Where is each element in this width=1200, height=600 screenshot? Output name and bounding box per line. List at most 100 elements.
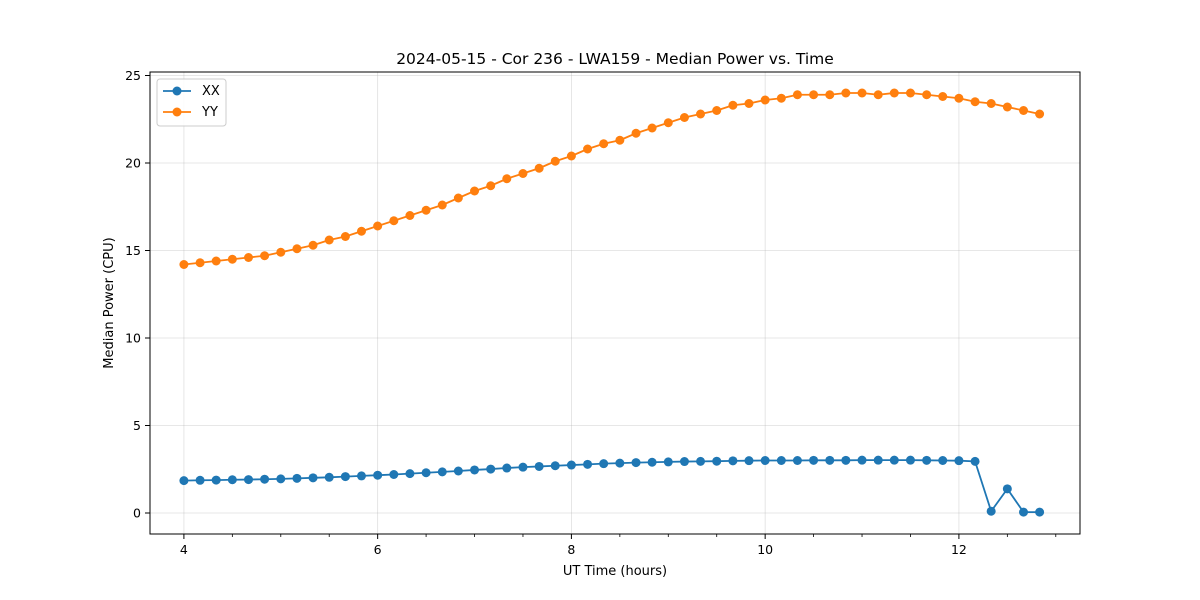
plot-frame [149, 71, 1081, 535]
data-point-yy [905, 88, 915, 98]
data-point-xx [356, 471, 366, 481]
y-tick-label: 5 [133, 418, 141, 433]
data-point-xx [502, 463, 512, 473]
data-point-xx [938, 456, 948, 465]
data-point-yy [389, 216, 399, 226]
data-point-xx [922, 455, 932, 465]
grid-lines [150, 72, 1080, 534]
legend-marker-xx [172, 86, 182, 96]
data-point-yy [260, 251, 270, 261]
data-point-yy [792, 90, 802, 100]
data-point-yy [211, 256, 221, 266]
y-tick-label: 10 [125, 331, 141, 346]
data-point-xx [792, 456, 802, 465]
x-tick-label: 12 [951, 542, 967, 557]
x-tick-label: 4 [180, 542, 188, 557]
data-point-yy [453, 193, 463, 203]
data-point-xx [1019, 507, 1029, 517]
data-point-xx [486, 464, 496, 474]
y-tick-label: 15 [125, 243, 141, 258]
data-point-xx [825, 455, 835, 465]
data-point-xx [518, 462, 528, 472]
data-point-xx [260, 474, 270, 484]
data-point-xx [1002, 484, 1012, 494]
x-tick-label: 10 [757, 542, 773, 557]
data-point-yy [679, 113, 689, 122]
data-point-yy [486, 181, 496, 191]
data-point-yy [534, 163, 544, 173]
data-point-xx [324, 472, 334, 482]
data-point-yy [986, 99, 996, 108]
data-point-xx [986, 506, 996, 516]
data-point-yy [922, 90, 932, 100]
data-point-xx [760, 456, 770, 465]
data-point-yy [340, 232, 350, 241]
data-point-yy [776, 93, 786, 103]
data-point-xx [405, 469, 415, 479]
data-point-xx [566, 460, 576, 470]
data-point-xx [195, 475, 205, 485]
data-point-yy [308, 240, 318, 250]
data-point-xx [905, 455, 915, 465]
data-point-yy [744, 99, 754, 108]
legend-label-yy: YY [201, 105, 218, 120]
data-point-xx [421, 468, 431, 478]
y-tick-label: 25 [125, 68, 141, 83]
data-point-yy [405, 211, 415, 220]
data-point-yy [857, 88, 867, 98]
data-point-xx [389, 470, 399, 479]
data-point-xx [728, 456, 738, 466]
data-point-yy [437, 200, 447, 210]
data-point-xx [227, 475, 237, 485]
data-point-yy [696, 109, 706, 119]
x-tick-label: 8 [567, 542, 575, 557]
data-point-yy [324, 235, 334, 245]
data-point-yy [421, 205, 431, 215]
data-point-xx [534, 461, 544, 471]
series-yy [179, 88, 1045, 269]
data-point-xx [292, 473, 302, 483]
data-point-xx [889, 455, 899, 465]
data-point-yy [1019, 106, 1029, 115]
data-point-xx [211, 475, 221, 485]
chart-title: 2024-05-15 - Cor 236 - LWA159 - Median P… [396, 50, 834, 68]
data-point-xx [970, 456, 980, 466]
data-point-yy [566, 151, 576, 161]
data-point-xx [712, 456, 722, 466]
x-axis-label: UT Time (hours) [563, 564, 667, 579]
data-point-xx [744, 456, 754, 466]
data-point-yy [760, 95, 770, 105]
data-point-yy [647, 123, 657, 133]
data-point-xx [308, 473, 318, 483]
y-tick-label: 0 [133, 506, 141, 521]
data-point-xx [550, 461, 560, 471]
data-point-xx [470, 465, 480, 475]
data-point-xx [696, 456, 706, 466]
data-point-yy [841, 88, 851, 98]
data-point-yy [583, 144, 593, 154]
y-axis-label: Median Power (CPU) [102, 237, 117, 368]
data-point-yy [873, 90, 883, 100]
data-point-xx [647, 457, 657, 467]
data-point-yy [809, 90, 819, 100]
data-point-xx [663, 457, 673, 467]
data-point-yy [550, 156, 560, 166]
legend: XX YY [156, 78, 227, 127]
data-point-yy [470, 186, 480, 196]
data-point-xx [453, 466, 463, 476]
data-point-xx [873, 455, 883, 465]
data-point-xx [179, 476, 189, 486]
data-point-yy [179, 260, 189, 269]
data-point-xx [631, 458, 641, 468]
axis-ticks: 4 6 8 10 12 0 5 10 15 20 25 [125, 68, 1057, 557]
data-point-yy [227, 254, 237, 264]
data-point-yy [356, 226, 366, 236]
data-point-yy [502, 174, 512, 184]
x-tick-label: 6 [374, 542, 382, 557]
data-point-yy [712, 106, 722, 115]
y-tick-label: 20 [125, 156, 141, 171]
legend-label-xx: XX [202, 84, 220, 99]
data-point-xx [437, 467, 447, 477]
data-point-xx [1035, 507, 1045, 517]
data-point-xx [244, 475, 254, 485]
